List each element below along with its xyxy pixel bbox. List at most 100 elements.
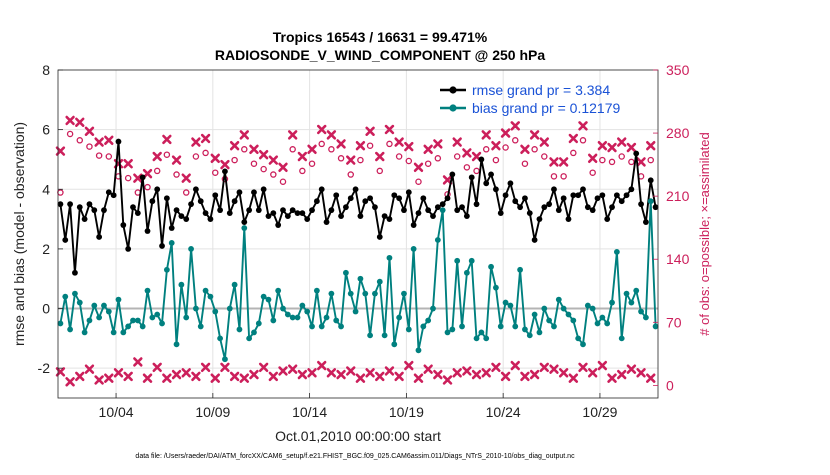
bias-point <box>57 320 64 327</box>
rmse-point <box>647 177 654 184</box>
bias-point <box>197 323 204 330</box>
bias-point <box>178 281 185 288</box>
obs-possible-marker <box>357 156 364 164</box>
obs-assimilated-marker <box>133 173 143 183</box>
bias-point <box>270 317 277 324</box>
obs-assimilated-marker <box>142 168 153 179</box>
rmse-point <box>434 204 441 211</box>
obs-assimilated-marker <box>587 368 598 378</box>
obs-assimilated-marker <box>210 153 220 164</box>
bias-point <box>183 314 190 321</box>
bias-point <box>193 305 199 312</box>
obs-assimilated-marker <box>162 134 172 145</box>
obs-possible-marker <box>86 143 93 150</box>
obs-possible-marker <box>337 155 345 162</box>
bias-point <box>367 332 373 339</box>
bias-point <box>570 317 577 324</box>
obs-assimilated-marker <box>142 373 153 383</box>
bias-point <box>105 308 112 315</box>
y2-tick-label: 210 <box>666 188 690 204</box>
bias-point <box>372 290 378 297</box>
rmse-point <box>401 207 407 214</box>
rmse-point <box>609 204 615 211</box>
obs-assimilated-marker <box>220 362 230 373</box>
obs-assimilated-marker <box>307 368 317 378</box>
obs-possible-marker <box>482 146 490 153</box>
obs-assimilated-marker <box>220 159 230 170</box>
rmse-point <box>241 219 248 225</box>
bias-point <box>463 269 470 276</box>
obs-possible-marker <box>202 149 209 157</box>
bias-point <box>507 302 514 309</box>
x-tick-label: 10/29 <box>582 404 617 420</box>
obs-possible-marker <box>453 153 461 160</box>
bias-point <box>357 275 364 282</box>
bias-point <box>497 323 504 330</box>
rmse-point <box>125 246 132 252</box>
legend-bias-marker <box>449 104 457 112</box>
bias-point <box>222 356 228 363</box>
rmse-point <box>154 186 161 193</box>
rmse-point <box>439 201 446 208</box>
y2-tick-label: 0 <box>666 377 674 393</box>
rmse-point <box>67 201 73 208</box>
legend-rmse-marker <box>449 86 457 94</box>
rmse-point <box>57 201 64 208</box>
bias-point <box>425 317 432 324</box>
obs-possible-marker <box>521 160 529 167</box>
rmse-point <box>376 234 383 240</box>
bias-point <box>120 329 127 336</box>
bias-point <box>260 293 267 300</box>
obs-assimilated-marker <box>423 144 433 154</box>
bias-point <box>512 323 519 330</box>
obs-assimilated-marker <box>607 373 617 383</box>
y2-axis-label: # of obs: o=possible; ×=assimilated <box>697 132 712 335</box>
obs-assimilated-marker <box>462 148 472 158</box>
rmse-point <box>415 210 422 217</box>
obs-possible-marker <box>95 152 103 159</box>
rmse-point <box>594 195 601 202</box>
bias-point <box>72 290 78 297</box>
bias-point <box>381 332 388 339</box>
bias-point <box>468 257 475 264</box>
obs-assimilated-marker <box>462 366 472 376</box>
bias-point <box>449 326 456 333</box>
obs-assimilated-marker <box>442 375 453 385</box>
bias-point <box>401 290 407 297</box>
bias-point <box>430 305 436 312</box>
obs-possible-marker <box>463 164 471 171</box>
bias-point <box>226 305 233 312</box>
bias-point <box>130 317 136 324</box>
rmse-point <box>551 186 557 193</box>
rmse-point <box>599 192 606 199</box>
obs-assimilated-marker <box>210 373 220 383</box>
rmse-point <box>454 207 461 214</box>
rmse-point <box>86 201 93 208</box>
rmse-point <box>110 192 117 199</box>
obs-assimilated-marker <box>646 140 656 151</box>
rmse-point <box>604 216 611 222</box>
bias-point <box>415 347 422 354</box>
y-tick-label: 0 <box>42 301 50 317</box>
rmse-point <box>362 198 369 205</box>
rmse-point <box>473 201 480 208</box>
x-tick-label: 10/04 <box>99 404 134 420</box>
obs-assimilated-marker <box>287 130 298 140</box>
obs-possible-marker <box>231 156 238 164</box>
obs-possible-marker <box>512 137 519 144</box>
bias-point <box>284 311 291 318</box>
obs-possible-marker <box>628 158 635 166</box>
rmse-point <box>483 180 490 187</box>
bias-point <box>517 266 523 273</box>
bias-point <box>483 335 490 342</box>
obs-assimilated-marker <box>200 362 211 373</box>
rmse-point <box>589 207 596 214</box>
obs-assimilated-marker <box>510 121 520 131</box>
obs-assimilated-marker <box>587 153 598 164</box>
rmse-point <box>76 204 83 211</box>
bias-point <box>212 308 219 315</box>
y-tick-label: -2 <box>38 360 51 376</box>
obs-assimilated-marker <box>539 137 549 147</box>
bias-point <box>134 317 141 324</box>
obs-possible-marker <box>105 153 113 160</box>
